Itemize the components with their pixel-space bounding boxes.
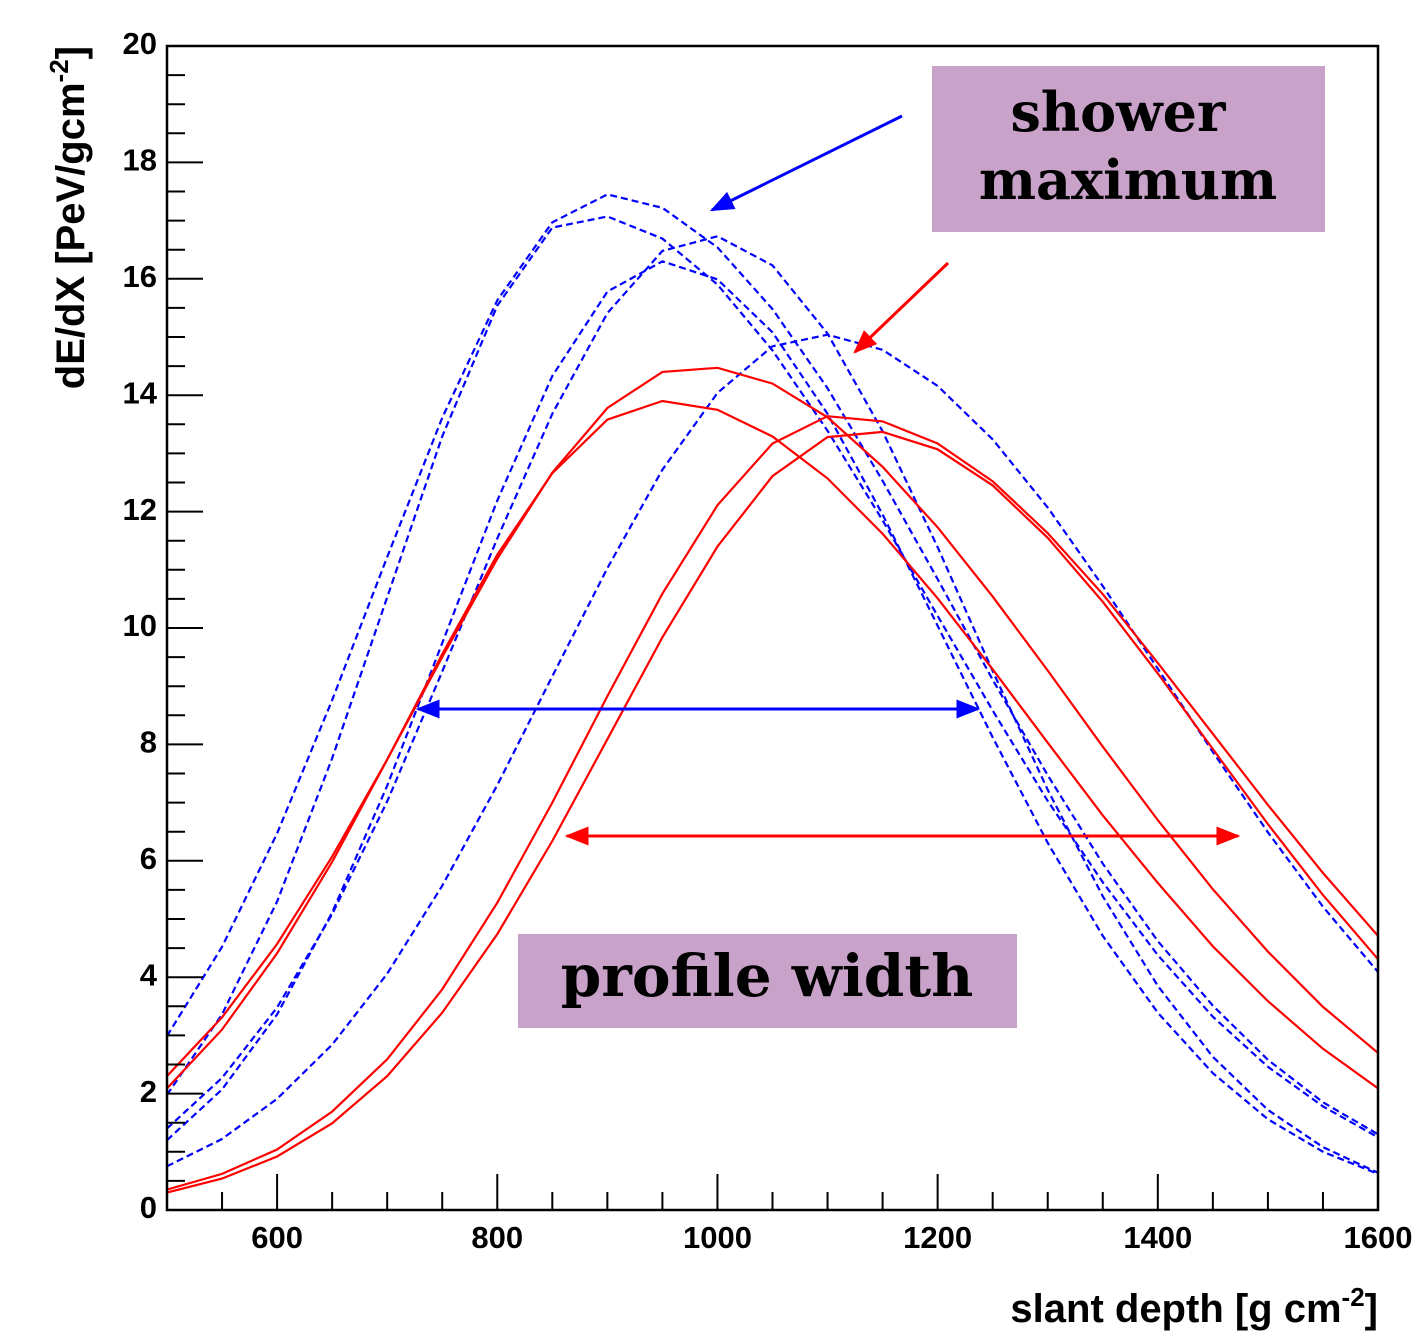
series-line [167, 430, 1378, 1194]
y-tick-label: 20 [123, 26, 157, 61]
y-label-end: ] [49, 46, 93, 59]
y-tick-label: 10 [123, 608, 157, 643]
annotation-text: maximum [979, 148, 1277, 212]
x-tick-label: 600 [251, 1220, 303, 1255]
y-tick-label: 4 [140, 957, 158, 992]
y-label-main: dE/dX [PeV/gcm [49, 82, 93, 389]
arrow [853, 261, 950, 354]
series-line [167, 215, 1378, 1139]
series-line [167, 260, 1378, 1175]
y-tick-label: 12 [123, 492, 157, 527]
annotation-box [932, 66, 1325, 232]
y-tick-label: 2 [140, 1074, 157, 1109]
x-label-sup: -2 [1342, 1282, 1365, 1312]
x-tick-label: 800 [471, 1220, 523, 1255]
arrow [709, 114, 903, 212]
x-tick-label: 1200 [903, 1220, 972, 1255]
annotation-box [518, 934, 1017, 1028]
y-label-sup: -2 [44, 59, 74, 82]
y-tick-label: 16 [123, 259, 157, 294]
annotation-text: shower [1011, 80, 1227, 144]
x-tick-label: 1600 [1344, 1220, 1413, 1255]
x-axis-label: slant depth [g cm-2] [1010, 1282, 1378, 1331]
y-tick-label: 14 [123, 375, 158, 410]
x-tick-label: 1000 [683, 1220, 752, 1255]
y-tick-label: 0 [140, 1190, 157, 1225]
axes: 600 800 1000 1200 1400 1600 0 2 4 6 8 10 12 14 16 18 20 [123, 26, 1413, 1255]
series-line [167, 399, 1378, 1090]
y-tick-label: 18 [123, 143, 157, 178]
y-tick-label: 8 [140, 725, 157, 760]
series-line [167, 193, 1378, 1136]
x-tick-label: 1400 [1123, 1220, 1192, 1255]
x-label-main: slant depth [g cm [1010, 1287, 1341, 1331]
series-line [167, 235, 1378, 1174]
y-axis-label: dE/dX [PeV/gcm-2] [44, 46, 93, 389]
series-line [167, 333, 1378, 1168]
curves [167, 193, 1378, 1194]
series-line [167, 415, 1378, 1191]
plot-frame [165, 44, 1380, 1212]
annotation-text: profile width [561, 942, 974, 1010]
y-tick-label: 6 [140, 841, 157, 876]
x-label-end: ] [1365, 1287, 1378, 1331]
